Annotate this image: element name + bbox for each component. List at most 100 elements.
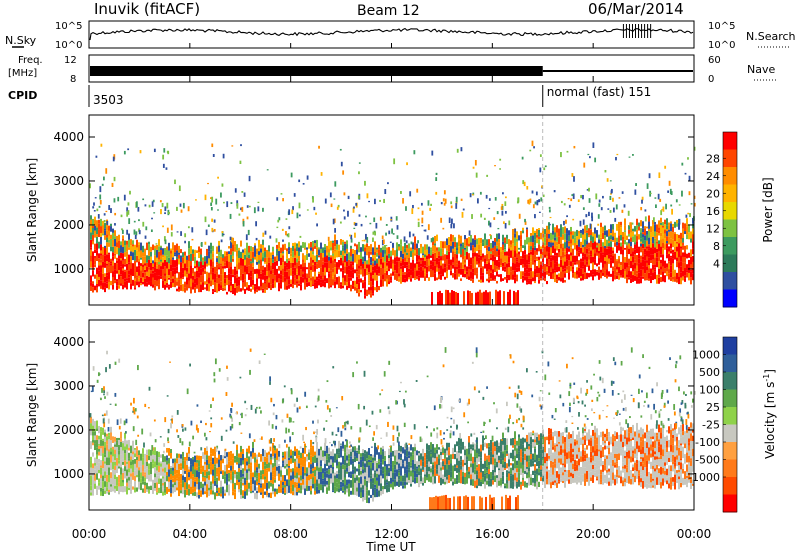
data-mark [380, 447, 382, 455]
data-mark [278, 241, 280, 249]
data-mark [224, 465, 226, 472]
data-mark [650, 275, 652, 284]
data-mark [90, 275, 92, 283]
data-mark [432, 474, 434, 477]
data-mark [448, 447, 450, 451]
data-mark [552, 268, 554, 274]
data-mark [390, 452, 392, 458]
data-mark [650, 232, 652, 238]
data-mark [138, 230, 141, 235]
data-mark [146, 242, 148, 251]
data-mark [92, 232, 94, 235]
data-mark [106, 265, 108, 273]
data-mark [178, 457, 180, 461]
data-mark [106, 272, 108, 276]
data-mark [380, 247, 382, 253]
data-mark [122, 458, 124, 462]
data-mark [546, 225, 548, 234]
data-mark [411, 208, 414, 215]
data-mark [333, 198, 336, 200]
data-mark [278, 288, 280, 292]
data-mark [372, 488, 374, 496]
data-mark [178, 488, 180, 497]
data-mark [608, 246, 610, 249]
data-mark [296, 491, 298, 496]
data-mark [160, 249, 162, 256]
data-mark [110, 486, 112, 493]
data-mark [255, 221, 258, 227]
data-mark [198, 466, 200, 472]
data-mark [256, 278, 258, 281]
data-mark [92, 281, 94, 284]
data-mark [346, 447, 348, 452]
data-mark [610, 260, 612, 268]
data-mark [102, 220, 104, 226]
data-mark [580, 233, 582, 238]
data-mark [474, 462, 476, 470]
data-mark [266, 457, 268, 464]
data-mark [622, 231, 624, 237]
data-mark [398, 459, 400, 464]
data-mark [162, 154, 165, 160]
data-mark [236, 449, 238, 457]
data-mark [104, 429, 106, 433]
data-mark [368, 251, 370, 259]
data-mark [394, 270, 396, 274]
data-mark [504, 237, 506, 241]
data-mark [116, 263, 118, 271]
data-mark [198, 482, 200, 490]
data-mark [200, 455, 202, 464]
data-mark [385, 224, 388, 226]
data-mark [496, 251, 498, 257]
data-mark [134, 487, 136, 493]
data-mark [352, 481, 354, 488]
data-mark [474, 235, 476, 240]
data-mark [220, 265, 222, 273]
data-mark [328, 271, 330, 274]
data-mark [342, 242, 344, 246]
data-mark [98, 258, 100, 262]
data-mark [180, 255, 182, 263]
data-mark [604, 235, 606, 239]
data-mark [682, 252, 684, 257]
data-mark [96, 267, 98, 275]
data-mark [436, 234, 438, 242]
data-mark [530, 233, 532, 236]
data-mark [488, 276, 490, 281]
data-mark [368, 455, 370, 460]
data-mark [174, 279, 176, 288]
data-mark [182, 480, 184, 488]
data-mark [178, 476, 180, 480]
data-mark [310, 277, 312, 281]
data-mark [292, 246, 294, 252]
data-mark [393, 158, 396, 165]
data-mark [358, 282, 360, 286]
data-mark [556, 274, 558, 280]
data-mark [368, 274, 370, 281]
data-mark [450, 471, 452, 478]
data-mark [114, 236, 116, 240]
data-mark [94, 435, 96, 441]
data-mark [562, 271, 564, 278]
data-mark [258, 286, 260, 291]
data-mark [336, 249, 338, 258]
data-mark [292, 468, 294, 472]
data-mark [588, 156, 591, 159]
data-mark [531, 140, 534, 147]
data-mark [130, 476, 132, 485]
data-mark [486, 470, 488, 473]
data-mark [346, 460, 348, 464]
data-mark [616, 269, 618, 272]
data-mark [104, 486, 106, 491]
data-mark [236, 286, 238, 293]
data-mark [146, 468, 148, 476]
data-mark [240, 465, 242, 470]
data-mark [382, 470, 384, 474]
data-mark [509, 289, 511, 305]
data-mark [370, 456, 372, 461]
data-mark [252, 483, 254, 487]
data-mark [396, 481, 398, 486]
data-mark [542, 242, 544, 249]
data-mark [492, 255, 494, 262]
data-mark [242, 280, 244, 283]
